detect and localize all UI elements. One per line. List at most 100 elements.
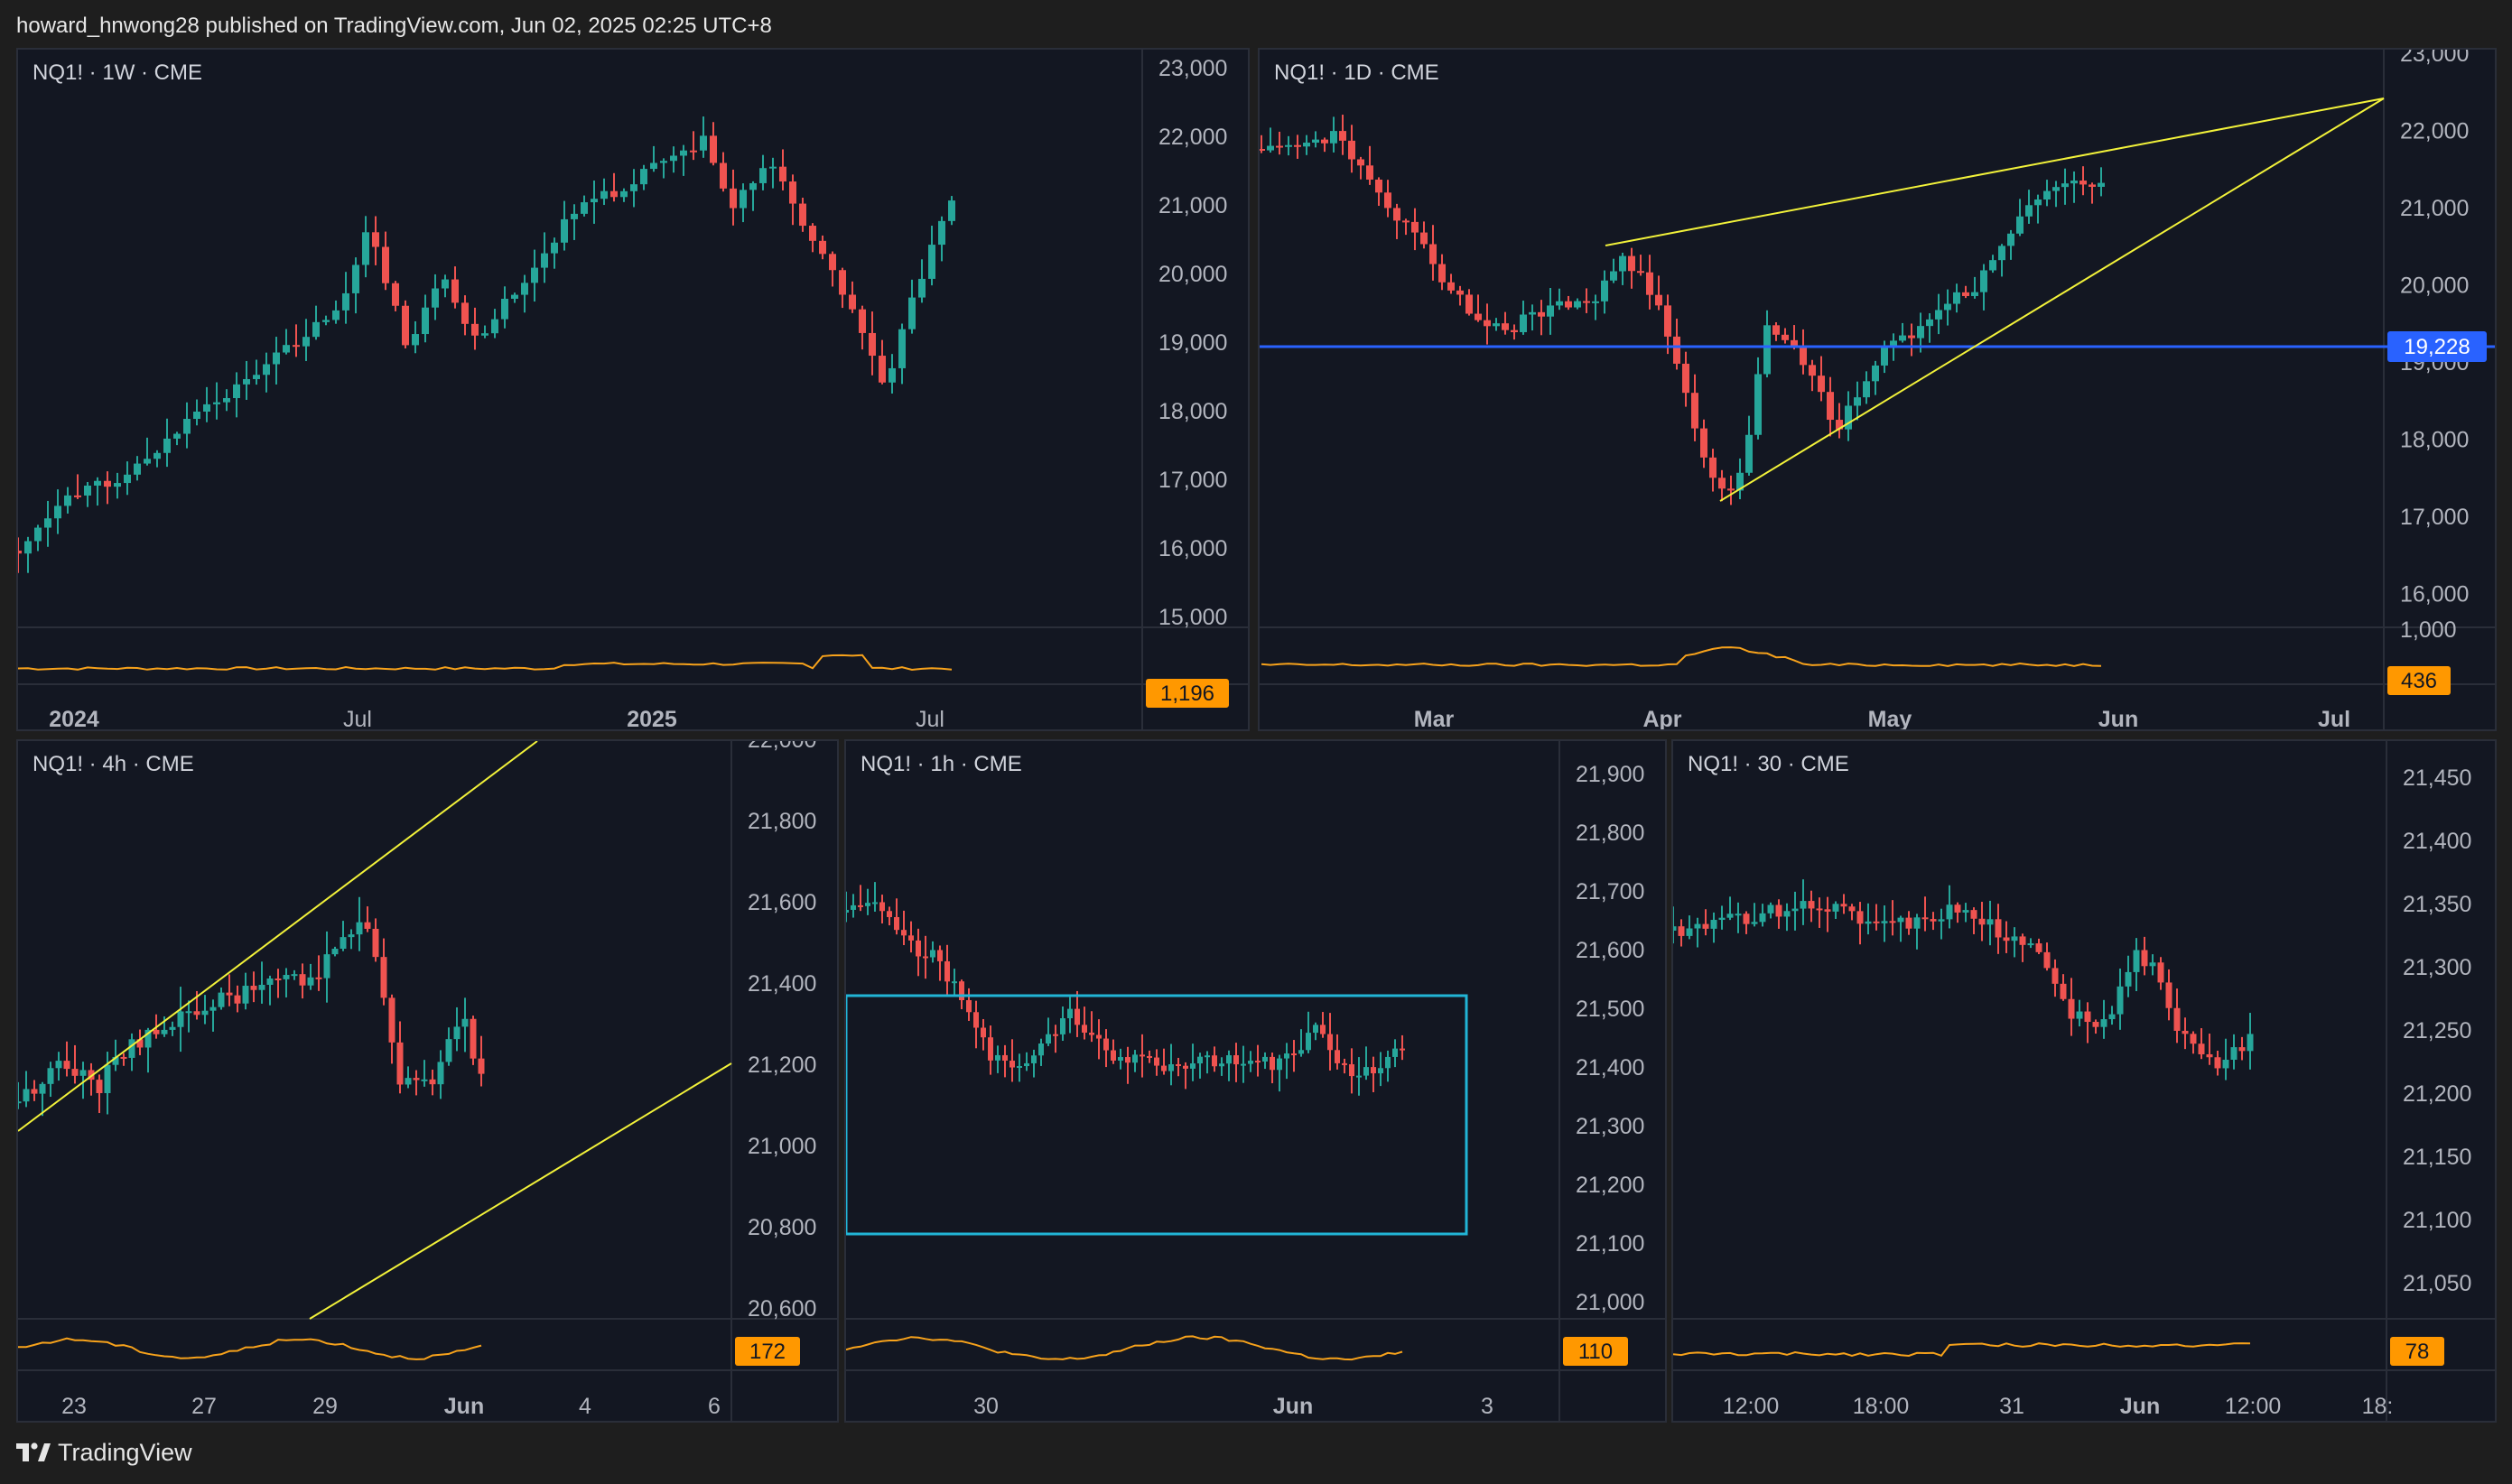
symbol-label[interactable]: NQ1! · 1h · CME: [861, 752, 1022, 776]
candle-body: [2182, 1030, 2189, 1034]
candle-body: [213, 402, 220, 404]
chart-panel-daily[interactable]: 23,000 22,000 21,000 20,000 19,000 18,000 17,0…: [1258, 48, 2497, 731]
chart-panel-30m[interactable]: 21,450 21,400 21,350 21,300 21,250 21,200 21,1…: [1671, 739, 2497, 1423]
time-axis-tick: May: [1868, 707, 1912, 731]
candle-body: [169, 1026, 176, 1030]
upper-trendline[interactable]: [18, 741, 538, 1132]
candle-body: [1700, 428, 1707, 458]
candle-body: [1255, 1061, 1261, 1063]
candle-body: [1241, 1063, 1246, 1066]
candle-body: [1002, 1054, 1008, 1062]
candle-body: [471, 323, 479, 336]
candle-body: [315, 977, 322, 979]
candle-body: [1484, 320, 1491, 327]
30m-chart-canvas[interactable]: 21,450 21,400 21,350 21,300 21,250 21,200 21,1…: [1673, 741, 2497, 1423]
candle-body: [312, 321, 320, 338]
candle-body: [1438, 264, 1446, 283]
candle-body: [1411, 221, 1419, 233]
candle-body: [250, 986, 257, 990]
candle-body: [1836, 420, 1843, 430]
symbol-label[interactable]: NQ1! · 1W · CME: [33, 60, 203, 85]
chart-panel-weekly[interactable]: 23,000 22,000 21,000 20,000 19,000 18,000 17,0…: [16, 48, 1250, 731]
candle-body: [2076, 1011, 2083, 1019]
symbol-label[interactable]: NQ1! · 1D · CME: [1274, 60, 1439, 85]
candle-body: [1009, 1061, 1015, 1068]
candle-body: [858, 904, 863, 907]
candle-body: [1190, 1063, 1196, 1069]
candle-body: [1565, 301, 1572, 308]
candle-body: [1881, 348, 1888, 366]
candle-body: [1899, 335, 1906, 341]
daily-chart-canvas[interactable]: 23,00022,00021,00020,00019,00018,00017,0…: [1260, 50, 2497, 731]
candle-body: [2206, 1053, 2213, 1058]
time-axis-tick: 27: [191, 1394, 217, 1419]
candle-body: [1775, 904, 1782, 917]
range-rectangle[interactable]: [846, 994, 1468, 1236]
candle-body: [273, 352, 280, 365]
candle-body: [2035, 943, 2042, 952]
chart-panel-4h[interactable]: 22,000 21,800 21,600 21,400 21,200 21,000 20,8…: [16, 739, 839, 1423]
candle-body: [670, 155, 677, 162]
candle-body: [1865, 921, 1872, 924]
price-axis-tick: 21,100: [2403, 1208, 2471, 1233]
candle-body: [136, 1039, 144, 1048]
lower-trendline[interactable]: [309, 1062, 732, 1320]
candle-body: [1154, 1057, 1159, 1066]
price-axis-tick: 21,600: [1576, 938, 1644, 963]
candle-body: [531, 267, 538, 283]
symbol-label[interactable]: NQ1! · 30 · CME: [1688, 752, 1849, 776]
candle-body: [1763, 325, 1771, 375]
price-axis-tick: 23,000: [1158, 56, 1227, 81]
time-axis-tick: 29: [312, 1394, 338, 1419]
candle-body: [923, 956, 928, 959]
candle-body: [1809, 365, 1816, 376]
price-axis-tick: 21,300: [2403, 955, 2471, 980]
candle-body: [1456, 290, 1464, 295]
candle-body: [1339, 131, 1346, 141]
candle-body: [1313, 1025, 1318, 1034]
price-axis-tick: 16,000: [1158, 536, 1227, 561]
candle-body: [429, 1079, 436, 1085]
candle-body: [223, 398, 230, 403]
price-axis-tick: 21,600: [748, 890, 816, 915]
volume-badge-value: 78: [2405, 1340, 2430, 1364]
price-axis-tick: 15,000: [1158, 605, 1227, 630]
time-axis-tick: 18:: [2362, 1394, 2394, 1419]
volume-line: [1261, 646, 2102, 667]
candle-body: [79, 1070, 87, 1076]
candle-body: [680, 150, 687, 156]
weekly-chart-canvas[interactable]: 23,000 22,000 21,000 20,000 19,000 18,000 17,0…: [18, 50, 1250, 731]
candle-body: [1673, 336, 1680, 364]
candle-body: [413, 1078, 420, 1081]
time-axis-tick: 4: [579, 1394, 591, 1419]
candle-body: [1583, 301, 1590, 303]
candle-body: [849, 294, 856, 310]
candle-body: [1935, 310, 1942, 320]
4h-chart-canvas[interactable]: 22,000 21,800 21,600 21,400 21,200 21,000 20,8…: [18, 741, 839, 1423]
price-axis-tick: 20,000: [2400, 274, 2469, 299]
candle-body: [340, 937, 347, 950]
candle-body: [388, 997, 395, 1043]
candle-body: [2068, 998, 2075, 1019]
candle-body: [1520, 314, 1527, 332]
chart-panel-1h[interactable]: 21,900 21,800 21,700 21,600 21,500 21,400 21,3…: [844, 739, 1667, 1423]
candle-body: [258, 985, 265, 990]
candle-body: [1075, 1008, 1080, 1025]
price-axis-tick: 20,600: [748, 1296, 816, 1322]
lower-trendline[interactable]: [1719, 97, 2385, 502]
candle-body: [18, 551, 22, 554]
candle-body: [959, 981, 964, 1001]
1h-chart-canvas[interactable]: 21,900 21,800 21,700 21,600 21,500 21,400 21,3…: [846, 741, 1667, 1423]
candle-body: [1890, 340, 1897, 348]
candle-body: [898, 329, 906, 368]
candle-body: [453, 1026, 461, 1040]
candle-body: [1147, 1055, 1152, 1058]
candle-body: [242, 986, 249, 1004]
candle-body: [1751, 922, 1758, 924]
candle-body: [1219, 1063, 1224, 1067]
price-axis-tick: 21,200: [1576, 1173, 1644, 1198]
upper-trendline[interactable]: [1605, 97, 2385, 246]
price-axis-tick: 21,200: [2403, 1081, 2471, 1107]
symbol-label[interactable]: NQ1! · 4h · CME: [33, 752, 194, 776]
candle-body: [966, 1000, 972, 1013]
